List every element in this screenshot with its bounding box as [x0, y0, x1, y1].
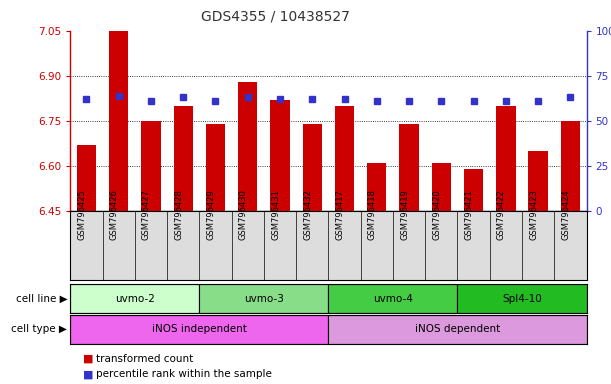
Text: GSM796432: GSM796432 [303, 189, 312, 240]
Text: transformed count: transformed count [96, 354, 193, 364]
Bar [199, 284, 329, 313]
Bar [109, 31, 128, 211]
Text: GDS4355 / 10438527: GDS4355 / 10438527 [200, 10, 349, 23]
Bar [464, 169, 483, 211]
Bar [77, 145, 96, 211]
Bar [529, 151, 548, 211]
Bar [238, 82, 257, 211]
Text: percentile rank within the sample: percentile rank within the sample [96, 369, 272, 379]
Bar [431, 163, 451, 211]
Bar [70, 284, 199, 313]
Text: GSM796430: GSM796430 [239, 189, 247, 240]
Text: GSM796429: GSM796429 [207, 189, 216, 240]
Text: cell line ▶: cell line ▶ [16, 293, 67, 304]
Text: iNOS dependent: iNOS dependent [415, 324, 500, 334]
Bar [458, 284, 587, 313]
Text: GSM796418: GSM796418 [368, 189, 377, 240]
Text: uvmo-3: uvmo-3 [244, 293, 284, 304]
Bar [335, 106, 354, 211]
Bar [174, 106, 193, 211]
Bar [70, 315, 329, 344]
Text: cell type ▶: cell type ▶ [12, 324, 67, 334]
Text: ■: ■ [82, 369, 93, 379]
Text: Spl4-10: Spl4-10 [502, 293, 542, 304]
Text: GSM796426: GSM796426 [109, 189, 119, 240]
Text: GSM796422: GSM796422 [497, 189, 506, 240]
Bar [141, 121, 161, 211]
Text: uvmo-4: uvmo-4 [373, 293, 413, 304]
Bar [329, 315, 587, 344]
Bar [400, 124, 419, 211]
Text: GSM796419: GSM796419 [400, 189, 409, 240]
Bar [561, 121, 580, 211]
Text: GSM796428: GSM796428 [174, 189, 183, 240]
Text: GSM796423: GSM796423 [529, 189, 538, 240]
Text: ■: ■ [82, 354, 93, 364]
Bar [329, 284, 458, 313]
Text: GSM796421: GSM796421 [464, 189, 474, 240]
Text: uvmo-2: uvmo-2 [115, 293, 155, 304]
Bar [206, 124, 225, 211]
Text: GSM796431: GSM796431 [271, 189, 280, 240]
Bar [367, 163, 387, 211]
Text: iNOS independent: iNOS independent [152, 324, 247, 334]
Bar [302, 124, 322, 211]
Text: GSM796424: GSM796424 [562, 189, 571, 240]
Text: GSM796427: GSM796427 [142, 189, 151, 240]
Bar [496, 106, 516, 211]
Bar [270, 100, 290, 211]
Text: GSM796417: GSM796417 [335, 189, 345, 240]
Text: GSM796425: GSM796425 [78, 189, 86, 240]
Text: GSM796420: GSM796420 [433, 189, 441, 240]
